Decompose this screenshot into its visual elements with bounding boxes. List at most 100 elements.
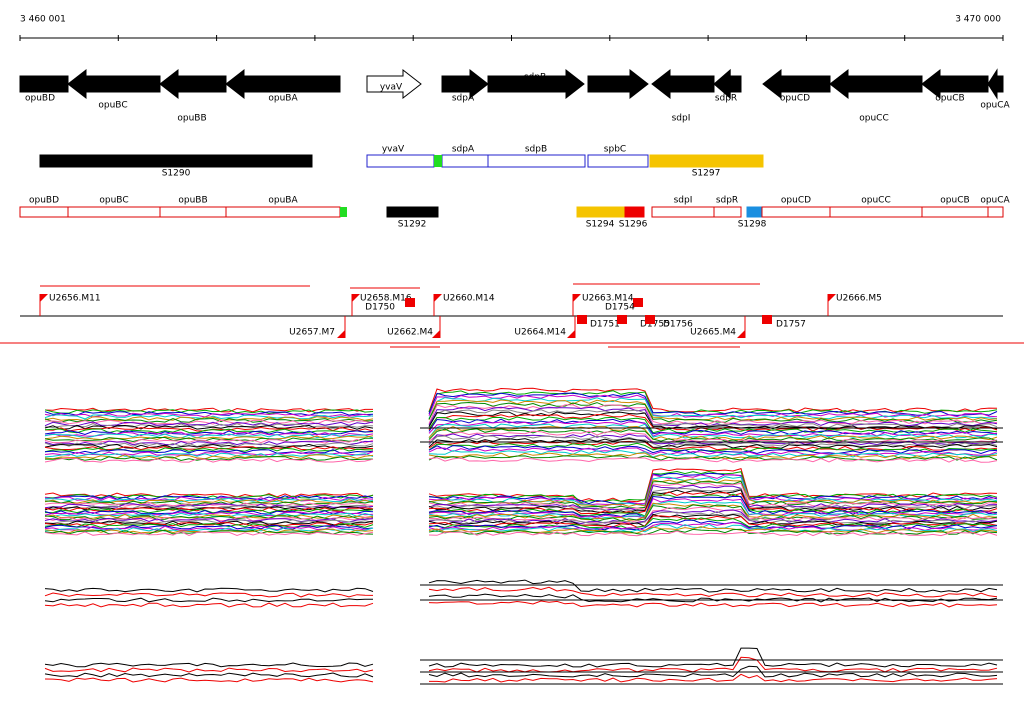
segment-label: opuBD: [29, 196, 59, 206]
trace: [44, 457, 998, 463]
segment-label: opuBA: [268, 196, 298, 206]
trace: [44, 498, 998, 519]
terminator: [577, 315, 587, 324]
segment-marker: [340, 207, 347, 217]
gene-label: opuBD: [25, 94, 55, 104]
segment-label: opuCC: [861, 196, 891, 206]
trace: [44, 467, 998, 503]
segment-label: S1290: [162, 169, 191, 179]
segment: [19, 206, 69, 218]
trace: [44, 438, 998, 449]
trace: [44, 455, 998, 462]
segment-label: opuBB: [178, 196, 207, 206]
trace: [44, 442, 998, 453]
gene-arrow: [987, 68, 1004, 100]
segment-label: S1298: [738, 220, 767, 230]
segment-label: sdpR: [716, 196, 738, 206]
segment: [67, 206, 161, 218]
segment-label: opuCA: [980, 196, 1010, 206]
transcript-flag: [434, 294, 442, 302]
trace: [44, 416, 998, 434]
segment: [576, 206, 626, 218]
gene-arrow: [19, 75, 69, 93]
segment-label: yvaV: [382, 145, 405, 155]
segment: [649, 154, 764, 168]
terminator: [617, 315, 627, 324]
gene-label: sdpA: [452, 94, 475, 104]
transcript-label: U2664.M14: [514, 328, 566, 338]
gene-label: sdpB: [524, 73, 546, 83]
transcript-flag: [567, 330, 575, 338]
gene-arrow: [762, 68, 831, 100]
gene-arrow: [487, 68, 585, 100]
transcript-flag: [573, 294, 581, 302]
gene-label: opuBC: [98, 101, 127, 111]
gene-label: opuCD: [780, 94, 810, 104]
gene-arrow: [921, 68, 989, 100]
segment: [921, 206, 989, 218]
gene-arrow: [829, 68, 923, 100]
trace: [44, 440, 998, 451]
trace: [44, 484, 998, 512]
transcript-flag: [828, 294, 836, 302]
segment-marker: [434, 155, 442, 167]
segment: [159, 206, 227, 218]
ruler-start: 3 460 001: [20, 15, 66, 25]
trace: [44, 530, 998, 537]
gene-label: sdpR: [715, 94, 737, 104]
trace: [44, 593, 998, 603]
trace: [44, 528, 998, 536]
trace: [44, 423, 998, 439]
transcript-label: D1756: [663, 320, 693, 330]
segment: [713, 206, 742, 218]
segment: [746, 206, 763, 218]
trace: [44, 586, 998, 598]
transcript-label: U2657.M7: [289, 328, 335, 338]
transcript-flag: [432, 330, 440, 338]
segment: [225, 206, 341, 218]
segment-label: opuBC: [99, 196, 128, 206]
transcript-flag: [737, 330, 745, 338]
terminator: [762, 315, 772, 324]
trace: [44, 399, 998, 422]
trace: [44, 600, 998, 608]
transcript-label: U2666.M5: [836, 294, 882, 304]
transcript-label: U2663.M14: [582, 294, 634, 304]
trace: [44, 673, 998, 683]
segment-label: sdpA: [452, 145, 475, 155]
segment-label: sdpB: [525, 145, 547, 155]
segment: [624, 206, 645, 218]
segment: [829, 206, 923, 218]
segment-label: S1296: [619, 220, 648, 230]
trace: [44, 665, 998, 678]
gene-label: opuCA: [980, 101, 1010, 111]
gene-arrow: [159, 68, 227, 100]
segment-label: S1294: [586, 220, 615, 230]
trace: [44, 502, 998, 521]
segment-label: S1292: [398, 220, 427, 230]
segment-label: opuCD: [781, 196, 811, 206]
transcript-flag: [352, 294, 360, 302]
transcript-flag: [337, 330, 345, 338]
gene-label: opuCB: [935, 94, 964, 104]
segment: [39, 154, 313, 168]
transcript-label: D1751: [590, 320, 620, 330]
trace: [44, 428, 998, 443]
gene-arrow: [366, 68, 422, 100]
trace: [44, 450, 998, 458]
gene-label: spbC: [604, 83, 626, 93]
trace: [44, 647, 998, 668]
ruler-end: 3 470 000: [955, 15, 1001, 25]
trace: [44, 421, 998, 437]
gene-arrow: [441, 68, 489, 100]
segment: [366, 154, 435, 168]
transcript-label: U2665.M4: [690, 328, 736, 338]
gene-arrow: [67, 68, 161, 100]
transcript-label: D1757: [776, 320, 806, 330]
trace: [44, 472, 998, 505]
transcript-label: U2656.M11: [49, 294, 101, 304]
gene-label: sdpI: [672, 114, 691, 124]
segment: [651, 206, 715, 218]
gene-label: yvaV: [380, 83, 403, 93]
